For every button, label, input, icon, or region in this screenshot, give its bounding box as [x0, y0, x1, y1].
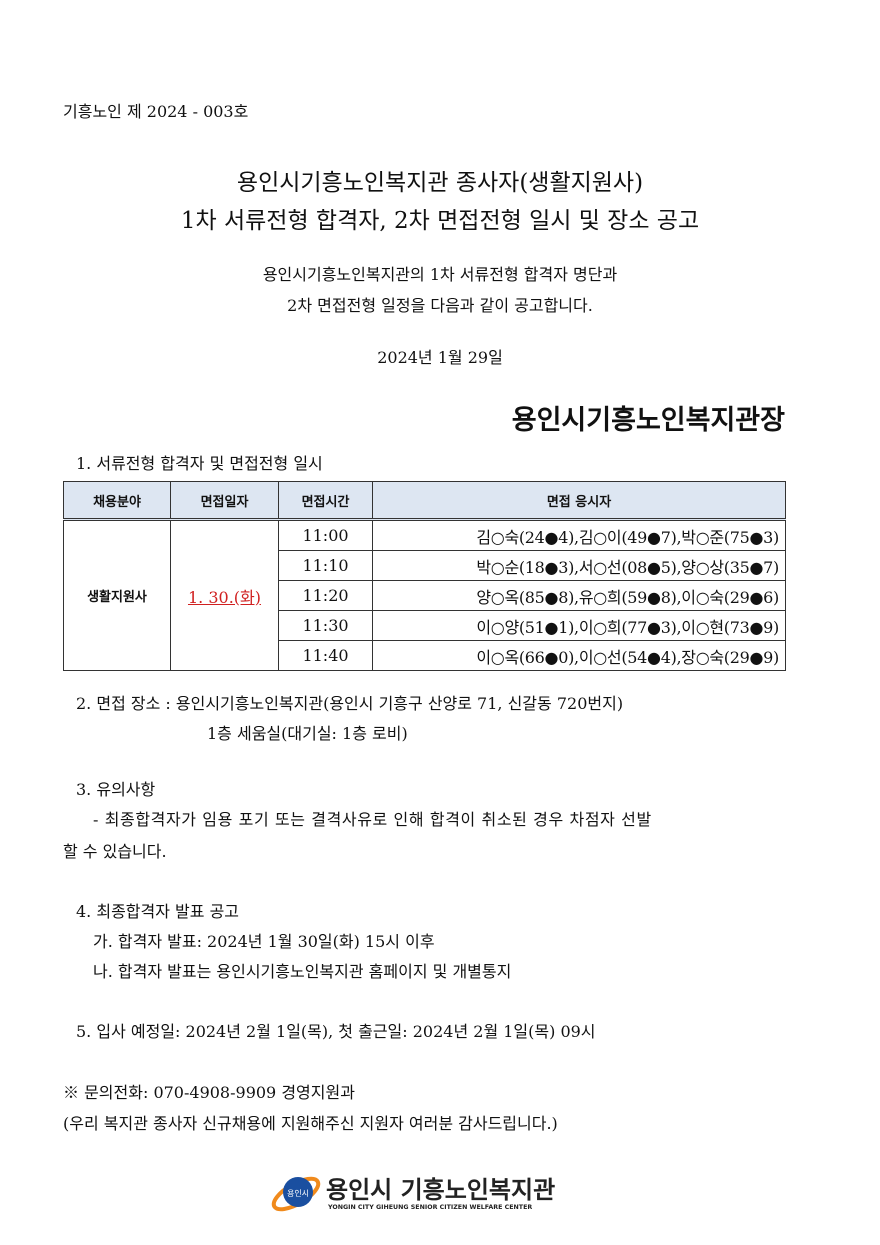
logo-name: 용인시 기흥노인복지관 — [326, 1176, 556, 1204]
title-line1: 용인시기흥노인복지관 종사자(생활지원사) — [236, 170, 644, 196]
logo-badge-text: 용인시 — [287, 1188, 309, 1198]
notice-date: 2024년 1월 29일 — [377, 348, 503, 367]
applicants-cell: 박○순(18●3),서○선(08●5),양○상(35●7) — [372, 550, 786, 581]
applicants-cell: 이○양(51●1),이○희(77●3),이○현(73●9) — [372, 610, 786, 641]
table-row: 11:30 이○양(51●1),이○희(77●3),이○현(73●9) — [64, 610, 786, 641]
table-row: 11:20 양○옥(85●8),유○희(59●8),이○숙(29●6) — [64, 580, 786, 611]
section4-heading: 4. 최종합격자 발표 공고 — [76, 902, 240, 921]
time-cell: 11:20 — [278, 580, 373, 611]
applicants-cell: 김○숙(24●4),김○이(49●7),박○준(75●3) — [372, 519, 786, 551]
time-cell: 11:30 — [278, 610, 373, 641]
time-cell: 11:10 — [278, 550, 373, 581]
section4-item-a: 가. 합격자 발표: 2024년 1월 30일(화) 15시 이후 — [93, 932, 435, 951]
header-date: 면접일자 — [170, 481, 279, 521]
section1-heading: 1. 서류전형 합격자 및 면접전형 일시 — [76, 454, 323, 473]
table-row: 생활지원사 1. 30.(화) 11:00 김○숙(24●4),김○이(49●7… — [63, 519, 786, 671]
section5: 5. 입사 예정일: 2024년 2월 1일(목), 첫 출근일: 2024년 … — [76, 1022, 596, 1041]
header-time: 면접시간 — [278, 481, 373, 521]
welfare-center-logo: 용인시 용인시 기흥노인복지관 YONGIN CITY GIHEUNG SENI… — [266, 1168, 555, 1218]
time-cell: 11:40 — [278, 640, 373, 671]
logo-english-name: YONGIN CITY GIHEUNG SENIOR CITIZEN WELFA… — [328, 1204, 533, 1211]
intro-line2: 2차 면접전형 일정을 다음과 같이 공고합니다. — [287, 296, 593, 315]
header-field: 채용분야 — [63, 481, 171, 521]
section2-line2: 1층 세움실(대기실: 1층 로비) — [207, 724, 408, 743]
table-row: 11:10 박○순(18●3),서○선(08●5),양○상(35●7) — [64, 550, 786, 581]
applicants-cell: 양○옥(85●8),유○희(59●8),이○숙(29●6) — [372, 580, 786, 611]
section4-item-b: 나. 합격자 발표는 용인시기흥노인복지관 홈페이지 및 개별통지 — [93, 962, 512, 981]
intro-line1: 용인시기흥노인복지관의 1차 서류전형 합격자 명단과 — [262, 265, 618, 284]
field-cell: 생활지원사 — [63, 519, 171, 671]
title-line2: 1차 서류전형 합격자, 2차 면접전형 일시 및 장소 공고 — [180, 208, 700, 234]
table-header-row: 채용분야 면접일자 면접시간 면접 응시자 — [63, 481, 786, 521]
applicants-cell: 이○옥(66●0),이○선(54●4),장○숙(29●9) — [372, 640, 786, 671]
thanks-note: (우리 복지관 종사자 신규채용에 지원해주신 지원자 여러분 감사드립니다.) — [63, 1114, 558, 1133]
time-cell: 11:00 — [278, 519, 373, 551]
logo-emblem-icon: 용인시 — [271, 1176, 321, 1212]
contact-info: ※ 문의전화: 070-4908-9909 경영지원과 — [63, 1083, 355, 1102]
section3-heading: 3. 유의사항 — [76, 780, 156, 799]
interview-date-cell: 1. 30.(화) — [170, 519, 279, 671]
section3-line2: 할 수 있습니다. — [63, 842, 167, 861]
header-applicants: 면접 응시자 — [372, 481, 786, 521]
issuer: 용인시기흥노인복지관장 — [511, 405, 785, 436]
section3-line1: - 최종합격자가 임용 포기 또는 결격사유로 인해 합격이 취소된 경우 차점… — [93, 810, 652, 829]
interview-schedule-table: 채용분야 면접일자 면접시간 면접 응시자 생활지원사 1. 30.(화) 11… — [63, 481, 786, 671]
table-row: 11:40 이○옥(66●0),이○선(54●4),장○숙(29●9) — [64, 640, 786, 671]
doc-number: 기흥노인 제 2024 - 003호 — [63, 102, 249, 121]
section2-line1: 2. 면접 장소 : 용인시기흥노인복지관(용인시 기흥구 산양로 71, 신갈… — [76, 694, 624, 713]
